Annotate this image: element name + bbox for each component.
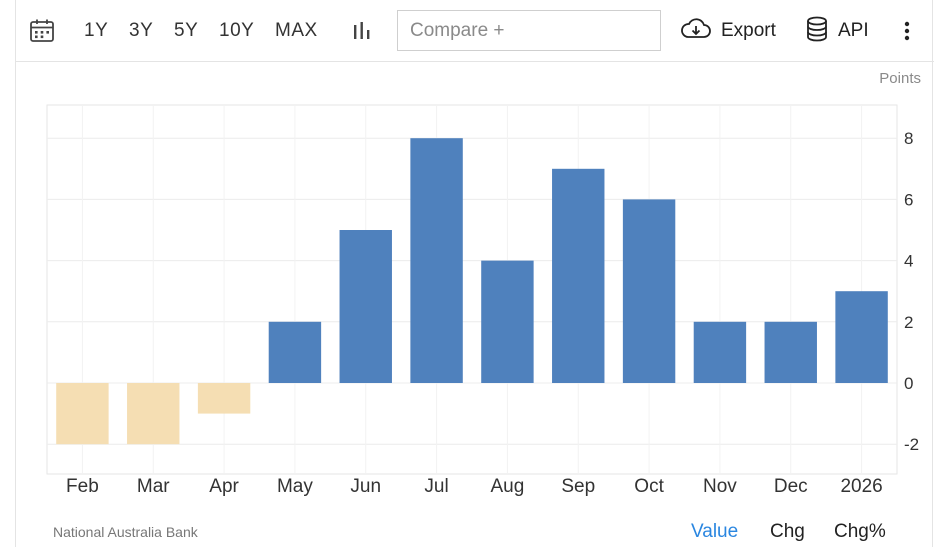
x-tick-label: Jun bbox=[350, 476, 381, 497]
bar-nov[interactable] bbox=[693, 321, 747, 383]
x-tick-label: Oct bbox=[634, 476, 664, 497]
bar-2026[interactable] bbox=[835, 291, 888, 383]
x-tick-label: Dec bbox=[774, 476, 808, 497]
plot-area bbox=[46, 104, 898, 475]
x-tick-label: Nov bbox=[703, 476, 737, 497]
y-axis-unit-label: Points bbox=[879, 70, 921, 87]
bar-may[interactable] bbox=[268, 321, 322, 383]
source-label: National Australia Bank bbox=[53, 524, 198, 540]
export-button[interactable]: Export bbox=[680, 0, 776, 62]
x-tick-label: May bbox=[277, 476, 313, 497]
more-options-icon[interactable] bbox=[903, 0, 911, 62]
bar-jun[interactable] bbox=[339, 230, 392, 383]
y-tick-label: 6 bbox=[904, 190, 913, 209]
y-tick-label: 8 bbox=[904, 129, 913, 148]
range-1y-button[interactable]: 1Y bbox=[84, 20, 109, 41]
bar-feb[interactable] bbox=[56, 383, 109, 445]
y-tick-label: 4 bbox=[904, 252, 913, 271]
bar-jul[interactable] bbox=[410, 138, 463, 383]
cloud-download-icon bbox=[680, 17, 712, 45]
bar-oct[interactable] bbox=[622, 199, 676, 383]
range-3y-button[interactable]: 3Y bbox=[129, 20, 154, 41]
y-tick-label: -2 bbox=[904, 435, 919, 454]
chart-widget: 1Y 3Y 5Y 10Y MAX Compare + Export bbox=[15, 0, 934, 547]
range-5y-button[interactable]: 5Y bbox=[174, 20, 199, 41]
bar-aug[interactable] bbox=[481, 260, 534, 383]
api-button[interactable]: API bbox=[805, 0, 869, 62]
chart-type-icon[interactable] bbox=[351, 0, 373, 62]
x-tick-label: Mar bbox=[137, 476, 170, 497]
bar-dec[interactable] bbox=[764, 321, 817, 383]
range-10y-button[interactable]: 10Y bbox=[219, 20, 255, 41]
tab-chg[interactable]: Chg bbox=[770, 521, 805, 542]
bar-sep[interactable] bbox=[552, 168, 605, 383]
export-label: Export bbox=[721, 20, 776, 41]
x-tick-label: 2026 bbox=[840, 476, 882, 497]
chart-toolbar: 1Y 3Y 5Y 10Y MAX Compare + Export bbox=[16, 0, 934, 62]
bar-apr[interactable] bbox=[197, 383, 251, 414]
tab-chg-percent[interactable]: Chg% bbox=[834, 521, 886, 542]
calendar-icon[interactable] bbox=[29, 0, 55, 62]
x-tick-label: Sep bbox=[561, 476, 595, 497]
range-max-button[interactable]: MAX bbox=[275, 20, 318, 41]
x-tick-label: Jul bbox=[424, 476, 448, 497]
x-tick-label: Apr bbox=[209, 476, 239, 497]
bar-mar[interactable] bbox=[127, 383, 180, 445]
x-tick-label: Aug bbox=[491, 476, 525, 497]
database-icon bbox=[805, 16, 829, 47]
x-tick-label: Feb bbox=[66, 476, 99, 497]
y-tick-label: 2 bbox=[904, 313, 913, 332]
y-tick-label: 0 bbox=[904, 374, 913, 393]
compare-input[interactable]: Compare + bbox=[397, 10, 661, 51]
tab-value[interactable]: Value bbox=[691, 521, 739, 542]
api-label: API bbox=[838, 20, 869, 41]
